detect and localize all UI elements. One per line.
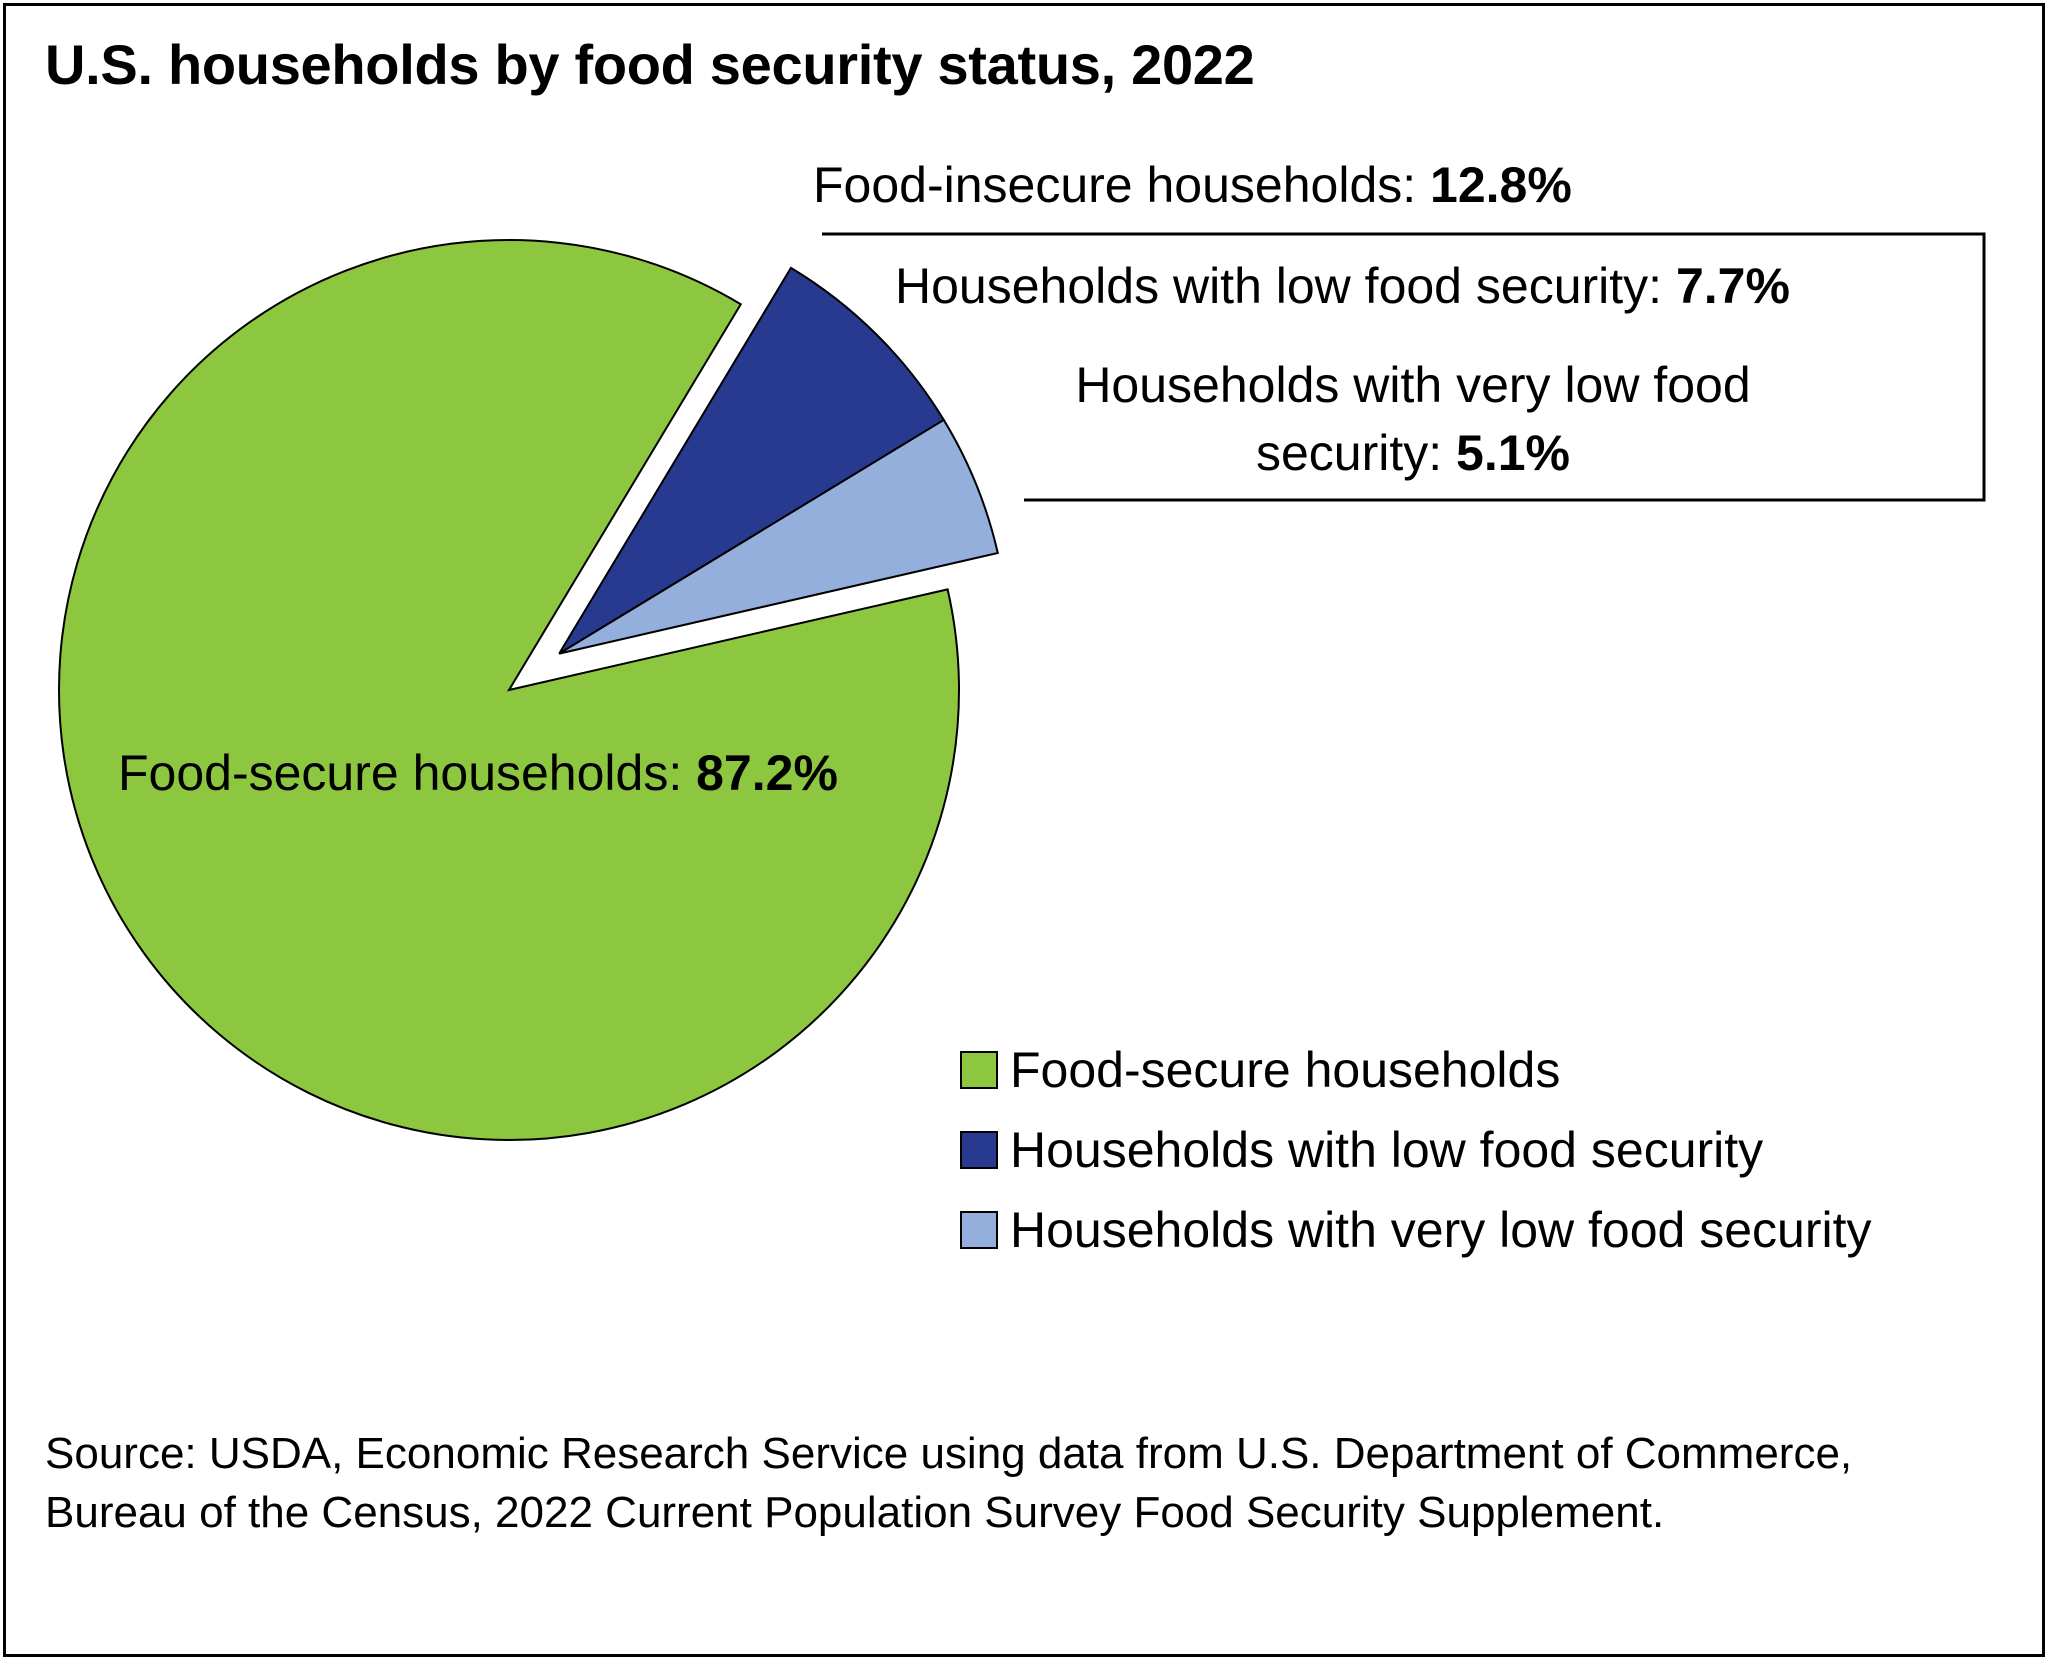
legend-label: Households with very low food security <box>1010 1202 1872 1258</box>
very-low-food-security-label-line1: Households with very low food <box>1075 357 1750 413</box>
legend-item-food-secure: Food-secure households <box>960 1030 1872 1110</box>
pie-slice-food-secure-households <box>58 239 960 1141</box>
legend-swatch-low-food-security <box>960 1131 998 1169</box>
legend-swatch-food-secure <box>960 1051 998 1089</box>
very-low-food-security-label-line2: security: 5.1% <box>1256 425 1570 481</box>
pie-slices <box>58 239 999 1141</box>
source-note: Source: USDA, Economic Research Service … <box>45 1429 1853 1537</box>
legend-item-low-food-security: Households with low food security <box>960 1110 1872 1190</box>
pie-slice-households-with-low-food-security <box>558 266 946 655</box>
food-insecure-label: Food-insecure households: 12.8% <box>813 157 1572 213</box>
chart-title: U.S. households by food security status,… <box>45 33 1255 96</box>
legend: Food-secure households Households with l… <box>960 1030 1872 1270</box>
legend-label: Food-secure households <box>1010 1042 1561 1098</box>
pie-slice-households-with-very-low-food-security <box>558 418 999 655</box>
low-food-security-label: Households with low food security: 7.7% <box>895 258 1790 314</box>
legend-label: Households with low food security <box>1010 1122 1764 1178</box>
food-secure-label: Food-secure households: 87.2% <box>118 745 838 801</box>
legend-swatch-very-low-food-security <box>960 1211 998 1249</box>
callout-box <box>822 232 1986 502</box>
legend-item-very-low-food-security: Households with very low food security <box>960 1190 1872 1270</box>
